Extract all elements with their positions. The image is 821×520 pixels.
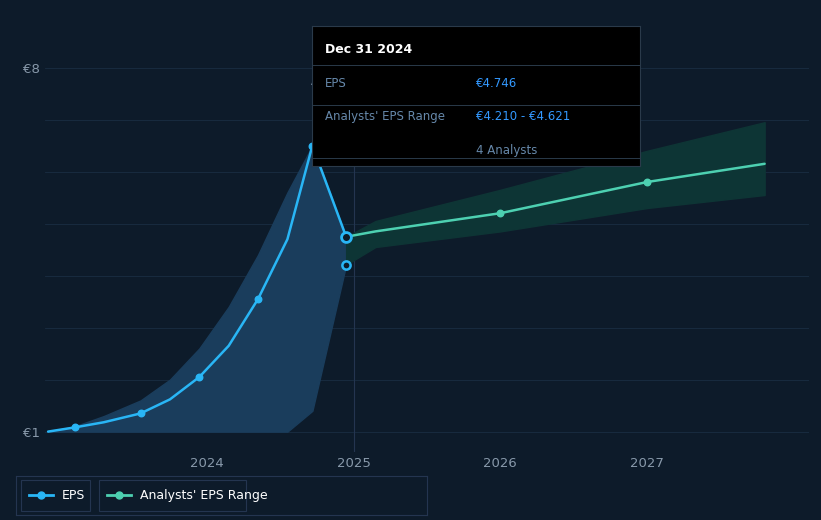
FancyBboxPatch shape — [99, 479, 246, 511]
FancyBboxPatch shape — [21, 479, 90, 511]
Text: Analysts' EPS Range: Analysts' EPS Range — [325, 110, 445, 123]
Text: Dec 31 2024: Dec 31 2024 — [325, 43, 412, 56]
Point — [34, 491, 48, 499]
Text: 4 Analysts: 4 Analysts — [476, 144, 538, 157]
Text: €4.210 - €4.621: €4.210 - €4.621 — [476, 110, 571, 123]
Text: EPS: EPS — [325, 76, 346, 89]
Text: Analysts Forecasts: Analysts Forecasts — [360, 75, 470, 88]
Point — [340, 232, 353, 241]
Point — [112, 491, 126, 499]
Point — [305, 141, 319, 150]
Point — [134, 409, 147, 418]
Point — [640, 178, 654, 186]
Point — [193, 373, 206, 381]
Point — [340, 261, 353, 269]
Text: Analysts' EPS Range: Analysts' EPS Range — [140, 489, 267, 502]
Point — [493, 209, 507, 217]
Point — [68, 423, 81, 432]
Text: Actual: Actual — [310, 75, 347, 88]
Text: €4.746: €4.746 — [476, 76, 517, 89]
Text: EPS: EPS — [62, 489, 85, 502]
Point — [251, 295, 264, 303]
